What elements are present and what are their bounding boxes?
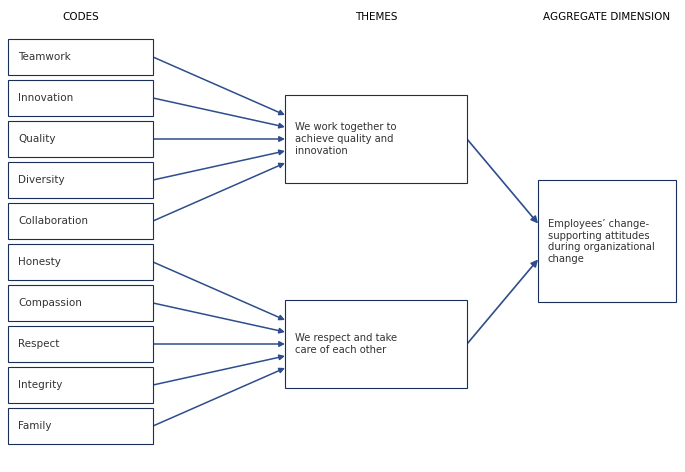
Text: Compassion: Compassion: [18, 298, 82, 308]
Bar: [8, 408, 153, 444]
Text: Teamwork: Teamwork: [18, 52, 71, 62]
Text: Integrity: Integrity: [18, 380, 62, 390]
Bar: [8, 162, 153, 198]
Bar: [285, 300, 467, 388]
Text: THEMES: THEMES: [355, 12, 397, 22]
Text: Family: Family: [18, 421, 51, 431]
Text: Quality: Quality: [18, 134, 55, 144]
Bar: [8, 326, 153, 362]
Bar: [8, 244, 153, 280]
Bar: [8, 121, 153, 157]
Text: AGGREGATE DIMENSION: AGGREGATE DIMENSION: [543, 12, 671, 22]
Bar: [285, 95, 467, 183]
Bar: [8, 39, 153, 75]
Text: CODES: CODES: [62, 12, 99, 22]
Text: Collaboration: Collaboration: [18, 216, 88, 226]
Bar: [8, 367, 153, 403]
Text: Employees’ change-
supporting attitudes
during organizational
change: Employees’ change- supporting attitudes …: [548, 219, 655, 264]
Bar: [8, 80, 153, 116]
Text: Honesty: Honesty: [18, 257, 61, 267]
Bar: [8, 285, 153, 321]
Bar: [8, 203, 153, 239]
Text: Respect: Respect: [18, 339, 60, 349]
Text: We work together to
achieve quality and
innovation: We work together to achieve quality and …: [295, 122, 397, 156]
Text: We respect and take
care of each other: We respect and take care of each other: [295, 333, 397, 355]
Text: Innovation: Innovation: [18, 93, 73, 103]
Bar: [538, 180, 676, 303]
Text: Diversity: Diversity: [18, 175, 64, 185]
